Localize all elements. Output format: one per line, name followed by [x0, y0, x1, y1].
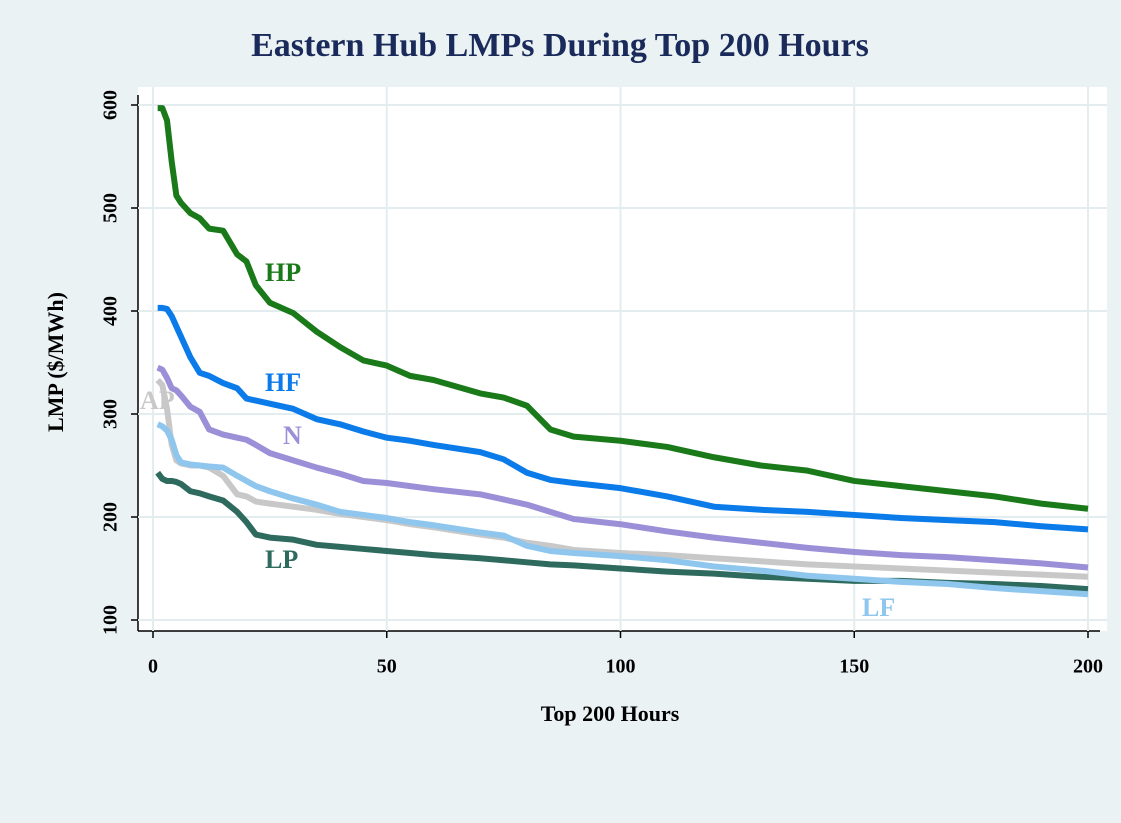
- series-label: AP: [140, 386, 175, 415]
- series-line: [157, 304, 1089, 533]
- y-tick-label: 100: [100, 605, 122, 635]
- series-line: [156, 421, 1089, 598]
- series-line: [155, 470, 1089, 593]
- chart-title: Eastern Hub LMPs During Top 200 Hours: [251, 27, 869, 64]
- x-tick-label: 150: [839, 656, 869, 678]
- x-tick-label: 100: [606, 656, 636, 678]
- x-tick-label: 50: [377, 656, 397, 678]
- y-axis-title: LMP ($/MWh): [43, 292, 68, 432]
- x-tick-label: 200: [1073, 656, 1103, 678]
- y-tick-label: 600: [100, 90, 122, 120]
- series-line: [156, 364, 1089, 571]
- series-label: HF: [265, 368, 301, 397]
- x-tick-label: 0: [148, 656, 158, 678]
- y-tick-label: 300: [100, 399, 122, 429]
- y-tick-label: 500: [100, 193, 122, 223]
- series-label: N: [283, 421, 302, 450]
- series-label: LF: [862, 593, 895, 622]
- y-tick-label: 400: [100, 296, 122, 326]
- series-label: LP: [265, 545, 298, 574]
- series-line: [157, 105, 1089, 512]
- series-label: HP: [265, 258, 301, 287]
- x-axis-title: Top 200 Hours: [541, 701, 680, 726]
- y-tick-label: 200: [100, 502, 122, 532]
